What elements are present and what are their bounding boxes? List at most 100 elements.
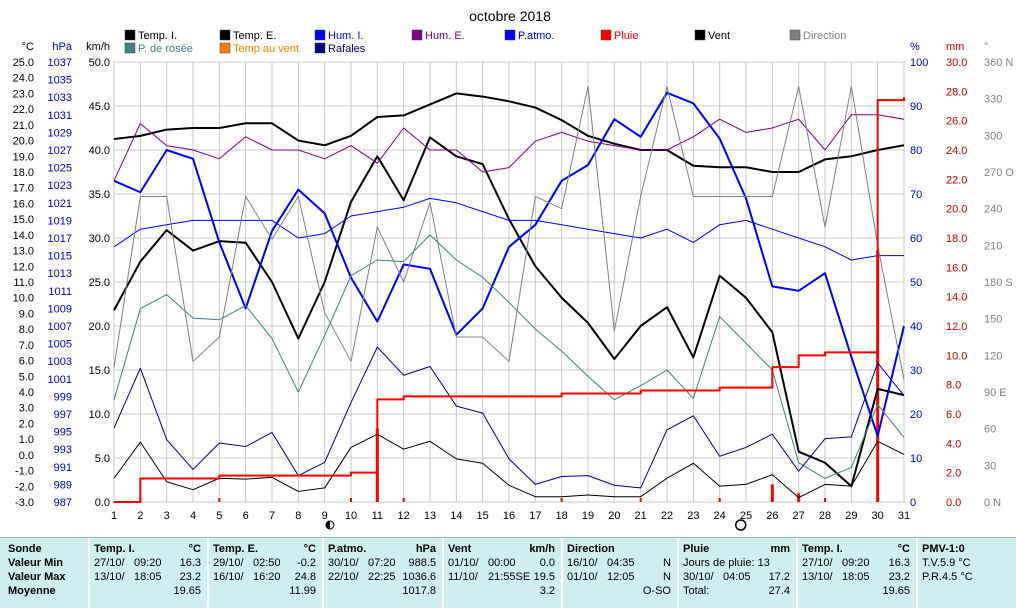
x-axis-tick: 28 (819, 510, 831, 522)
direction-axis-tick: 120 (984, 350, 1002, 362)
stats-date: 13/10/ (802, 571, 833, 583)
stats-panel-0: Temp. I. °C 27/10/ 09:20 16.3 13/10/ 18:… (88, 538, 209, 608)
x-axis-tick: 16 (503, 510, 515, 522)
temp-axis-tick: 13.0 (13, 246, 34, 258)
stats-value: 11.99 (289, 585, 316, 597)
stats-panel-unit: hPa (415, 543, 436, 555)
legend-label: Temp au vent (233, 43, 299, 55)
temp-axis-tick: 11.0 (13, 277, 34, 289)
moon-half-fill (325, 521, 330, 529)
stats-time: 18:05 (134, 571, 162, 583)
series-hum-i- (113, 197, 904, 261)
x-axis-tick: 1 (111, 510, 117, 522)
rain-axis-tick: 18.0 (946, 233, 967, 245)
stats-date: 13/10/ (94, 571, 125, 583)
humidity-axis-tick: 10 (910, 453, 922, 465)
pressure-axis-tick: 1033 (48, 92, 72, 104)
stats-date: 22/10/ (328, 571, 359, 583)
rain-axis-tick: 8.0 (946, 380, 961, 392)
x-axis-tick: 24 (714, 510, 726, 522)
stats-panel-unit: °C (303, 543, 316, 555)
x-axis-tick: 2 (137, 510, 143, 522)
pressure-axis-tick: 1015 (48, 251, 72, 263)
row-label-sonde: Sonde (8, 543, 42, 555)
temp-axis-tick: 5.0 (19, 371, 34, 383)
stats-time: 04:05 (723, 571, 751, 583)
series-p-atmo- (113, 91, 905, 437)
direction-axis-tick: 0 N (984, 497, 1001, 509)
stats-time: 12:05 (607, 571, 635, 583)
rain-axis-tick: 12.0 (946, 321, 967, 333)
x-axis-tick: 13 (424, 510, 436, 522)
stats-value: 16.3 (888, 557, 910, 569)
x-axis-tick: 10 (345, 510, 357, 522)
wind-axis-tick: 10.0 (89, 409, 110, 421)
legend-label: Hum. E. (425, 30, 465, 42)
humidity-axis-tick: 70 (910, 189, 922, 201)
direction-axis-tick: 90 E (984, 387, 1007, 399)
pressure-axis-tick: 1013 (48, 268, 72, 280)
stats-panel-unit: °C (188, 543, 201, 555)
temp-axis-tick: -1.0 (15, 466, 34, 478)
x-axis-tick: 14 (450, 510, 462, 522)
stats-date: Jours de pluie: 13 (683, 557, 770, 569)
stats-panel-unit: mm (770, 543, 790, 555)
legend-label: Temp. E. (233, 30, 276, 42)
row-label-min: Valeur Min (8, 557, 64, 569)
humidity-axis-tick: 40 (910, 321, 922, 333)
temp-axis-tick: -3.0 (15, 497, 34, 509)
temp-axis-tick: 4.0 (19, 387, 34, 399)
temp-axis-tick: 2.0 (19, 418, 34, 430)
humidity-axis-tick: 20 (910, 409, 922, 421)
temp-axis-tick: 6.0 (19, 356, 34, 368)
legend: Temp. I. Temp. E. Hum. I. Hum. E. P.atmo. Plu… (124, 29, 846, 55)
rain-axis-tick-unit: mm (946, 41, 964, 53)
x-axis-tick: 31 (898, 510, 910, 522)
x-axis-tick: 3 (164, 510, 170, 522)
stats-date: 01/10/ (567, 571, 598, 583)
pressure-axis-tick: 1019 (48, 215, 72, 227)
temp-axis-tick: 8.0 (19, 324, 34, 336)
legend-swatch (411, 29, 423, 41)
stats-value: 1017.8 (402, 585, 436, 597)
temp-axis-tick: -2.0 (15, 481, 34, 493)
wind-axis-tick: 5.0 (95, 453, 110, 465)
pressure-axis-tick: 1037 (48, 57, 72, 69)
pressure-axis-tick: 1035 (48, 75, 72, 87)
pressure-axis-tick: 1009 (48, 303, 72, 315)
x-axis-tick: 19 (582, 510, 594, 522)
stats-value: O-SO (642, 585, 671, 597)
humidity-axis-tick: 60 (910, 233, 922, 245)
direction-axis-tick: 180 S (984, 277, 1013, 289)
stats-time: 21:55SE (488, 571, 531, 583)
rain-axis-tick: 14.0 (946, 292, 967, 304)
stats-panel-3: Vent km/h 01/10/ 00:00 0.0 11/10/ 21:55S… (442, 538, 563, 608)
moon-phases (325, 519, 747, 531)
pressure-axis-tick: 987 (54, 497, 72, 509)
pmv-pr: P.R.4.5 °C (922, 571, 973, 583)
x-axis-tick: 15 (477, 510, 489, 522)
pressure-axis-tick: 999 (54, 391, 72, 403)
x-axis-tick: 27 (793, 510, 805, 522)
x-axis-tick: 23 (687, 510, 699, 522)
direction-axis-tick: 270 O (984, 167, 1014, 179)
stats-date: 16/10/ (213, 571, 244, 583)
humidity-axis-tick: 80 (910, 145, 922, 157)
x-axis-tick: 5 (216, 510, 222, 522)
x-axis-tick: 17 (529, 510, 541, 522)
humidity-axis-tick: 90 (910, 101, 922, 113)
humidity-axis-tick-unit: % (910, 41, 920, 53)
temp-axis-tick: 1.0 (19, 434, 34, 446)
stats-date: 30/10/ (683, 571, 714, 583)
x-axis-tick: 22 (661, 510, 673, 522)
chart-grid (113, 61, 905, 503)
wind-axis-tick: 45.0 (89, 101, 110, 113)
legend-swatch (314, 29, 326, 41)
stats-date: 01/10/ (448, 557, 479, 569)
x-axis-tick: 6 (243, 510, 249, 522)
direction-axis-tick: 300 (984, 130, 1002, 142)
stats-time: 07:20 (368, 557, 396, 569)
legend-swatch (789, 29, 801, 41)
x-axis-tick: 8 (295, 510, 301, 522)
stats-value: 988.5 (408, 557, 436, 569)
